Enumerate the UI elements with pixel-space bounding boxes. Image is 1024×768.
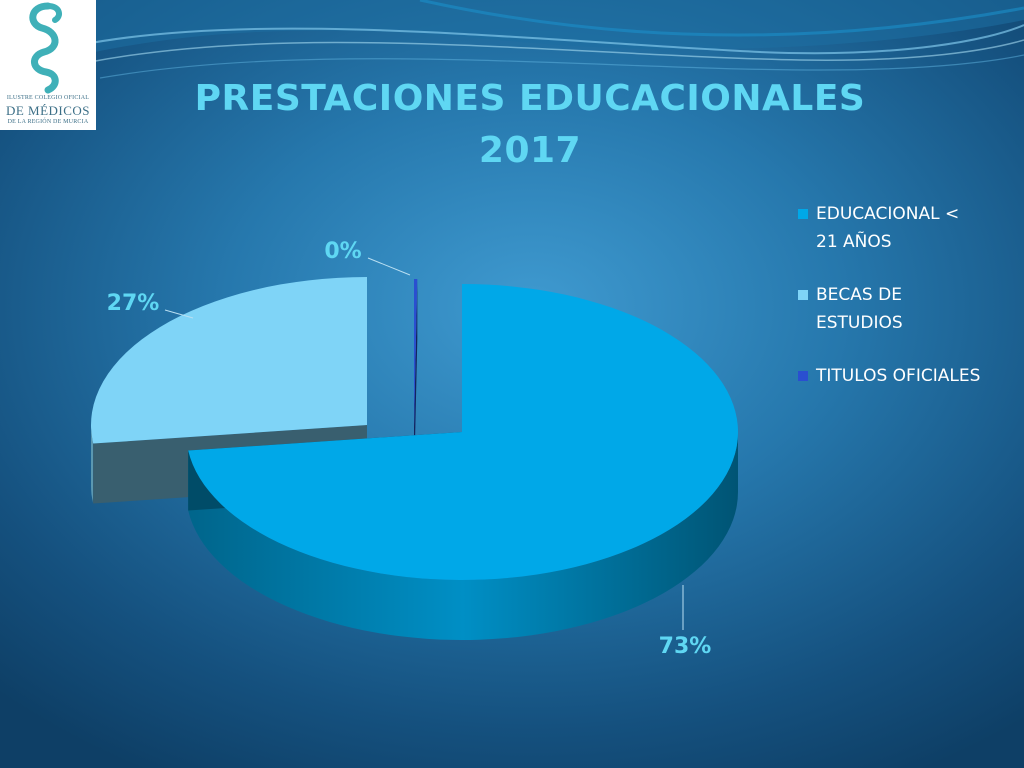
legend-item-2: BECAS DE ESTUDIOS (798, 281, 998, 337)
leader-line (367, 257, 411, 276)
pie-slice-wall (414, 279, 418, 487)
snake-staff-icon (29, 2, 62, 94)
pie-slice-side (188, 432, 739, 641)
logo-line-3: DE LA REGIÓN DE MURCIA (7, 119, 89, 125)
decorative-waves (60, 0, 1024, 79)
logo-line-2: DE MÉDICOS (5, 103, 91, 118)
legend-item-1: EDUCACIONAL < 21 AÑOS (798, 200, 998, 256)
legend-label: EDUCACIONAL < 21 AÑOS (816, 204, 960, 252)
data-label-3: 0% (324, 239, 361, 264)
data-label-2: 27% (107, 291, 160, 316)
chart-title-line-1: PRESTACIONES EDUCACIONALES (194, 78, 866, 119)
legend-item-3: TITULOS OFICIALES (798, 362, 998, 390)
data-label-1: 73% (659, 634, 712, 659)
leader-line (164, 309, 194, 319)
pie-slice-side (91, 425, 94, 504)
legend-label: BECAS DE ESTUDIOS (816, 285, 903, 333)
legend-swatch (798, 371, 808, 381)
pie-slice-top (90, 277, 367, 444)
pie-slice-top (414, 279, 418, 427)
logo-line-1: ILUSTRE COLEGIO OFICIAL (6, 95, 90, 101)
legend-swatch (798, 290, 808, 300)
legend-label: TITULOS OFICIALES (816, 366, 981, 386)
pie-slice-top (188, 284, 738, 580)
pie-slice-1 (188, 284, 739, 641)
chart-title-line-2: 2017 (478, 130, 582, 171)
pie-slice-3 (414, 279, 418, 487)
chart-legend: EDUCACIONAL < 21 AÑOS BECAS DE ESTUDIOS TI… (798, 200, 998, 415)
pie-chart: 73% 27% 0% (90, 239, 739, 659)
legend-swatch (798, 209, 808, 219)
college-logo: ILUSTRE COLEGIO OFICIAL DE MÉDICOS DE LA… (0, 0, 96, 130)
